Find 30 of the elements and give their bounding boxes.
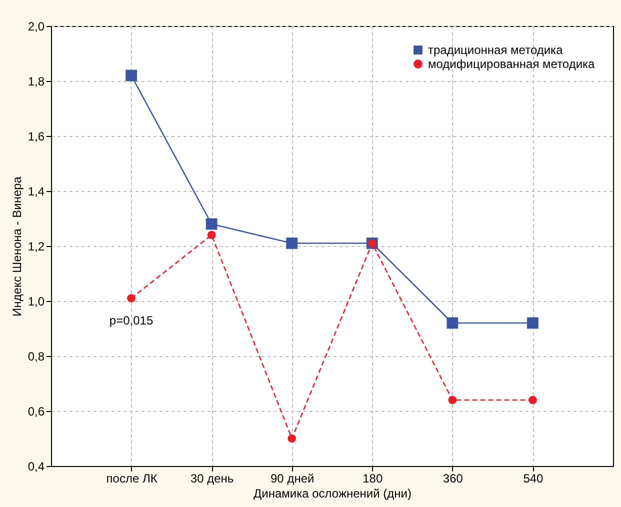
y-tick-label: 1,0 [28,294,45,308]
point [286,238,298,249]
y-tick-label: 0,6 [28,404,45,418]
point [288,434,296,443]
annotation: p=0,015 [109,313,154,328]
x-tick-label: 360 [442,472,464,486]
y-tick-label: 2,0 [28,20,45,34]
x-tick-label: 540 [523,472,544,486]
y-tick-label: 1,6 [28,130,45,144]
point [446,317,458,329]
point [448,396,457,404]
x-axis-title: Динамика осложнений (дни) [254,486,412,500]
point [207,230,216,240]
legend-label: модифицированная методика [428,57,596,71]
y-tick-label: 0,8 [28,350,45,364]
y-tick-label: 0,4 [28,460,45,474]
point [528,396,537,404]
legend-label: традиционная методика [428,43,564,57]
x-tick-label: 30 день [190,472,234,486]
x-tick-label: 180 [362,472,383,486]
y-tick-label: 1,2 [28,240,45,254]
point [206,218,218,230]
y-axis-title: Индекс Шенона - Винера [10,176,24,316]
point [127,294,136,302]
y-tick-label: 1,8 [28,74,45,88]
y-tick-label: 1,4 [28,184,45,198]
x-tick-label: после ЛК [106,472,158,486]
point [126,70,137,82]
x-tick-label: 90 дней [270,472,314,486]
point [527,317,538,329]
